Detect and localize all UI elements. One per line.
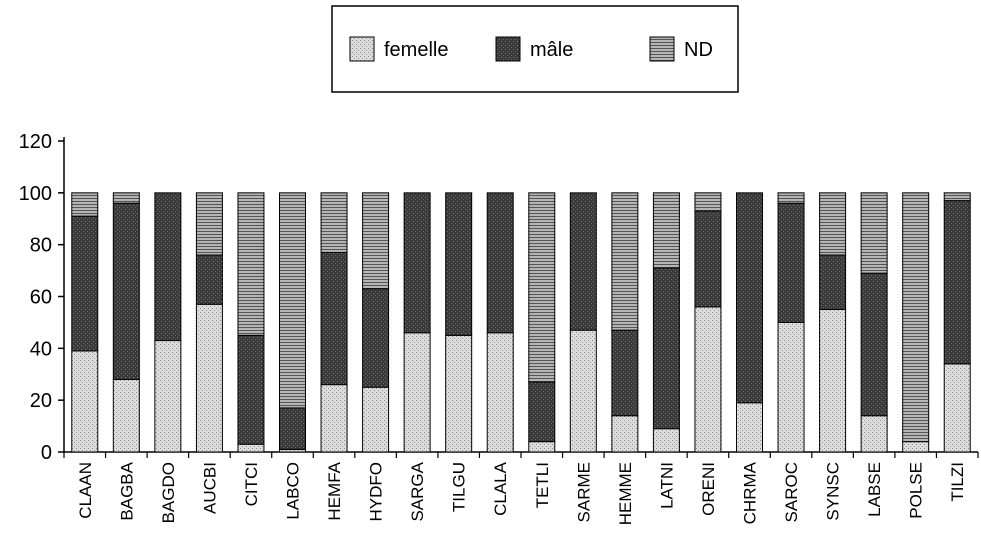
bar-segment-ND-SAROC [777, 192, 805, 204]
y-tick-label: 40 [30, 338, 52, 360]
bar-segment-femelle-TETLI [528, 441, 556, 453]
y-tick-label: 80 [30, 235, 52, 257]
bar-segment-ND-BAGBA [112, 192, 140, 204]
bar-segment-mâle-CLALA [486, 192, 514, 334]
bar-segment-femelle-TILZI [943, 363, 971, 453]
bar-segment-mâle-ORENI [694, 210, 722, 308]
x-tick-label-POLSE: POLSE [907, 462, 926, 519]
bar-segment-ND-AUCBI [195, 192, 223, 256]
bar-segment-mâle-BAGDO [154, 192, 182, 342]
bar-segment-ND-LATNI [652, 192, 680, 269]
legend-swatch-male [495, 36, 521, 62]
legend-label-male: mâle [530, 39, 573, 61]
bar-segment-femelle-SYNSC [819, 308, 847, 453]
bar-segment-mâle-HEMFA [320, 251, 348, 386]
legend-label-nd: ND [684, 39, 713, 61]
bar-segment-mâle-BAGBA [112, 202, 140, 380]
bar-segment-ND-POLSE [902, 192, 930, 443]
x-tick-label-LATNI: LATNI [657, 462, 676, 509]
bar-segment-femelle-HYDFO [362, 386, 390, 453]
x-tick-label-HYDFO: HYDFO [367, 462, 386, 522]
bar-segment-femelle-TILGU [445, 334, 473, 453]
x-tick-label-HEMFA: HEMFA [325, 461, 344, 520]
legend-swatch-nd [649, 36, 675, 62]
bar-segment-mâle-SAROC [777, 202, 805, 323]
bar-segment-mâle-TETLI [528, 381, 556, 443]
bar-segment-femelle-CITCI [237, 443, 265, 453]
x-tick-label-BAGBA: BAGBA [117, 461, 136, 520]
bar-segment-ND-LABSE [860, 192, 888, 274]
bar-segment-femelle-SARME [569, 329, 597, 453]
bar-segment-mâle-LABSE [860, 272, 888, 417]
x-tick-label-TILGU: TILGU [450, 462, 469, 512]
bar-segment-femelle-LATNI [652, 428, 680, 453]
bar-segment-mâle-HYDFO [362, 288, 390, 388]
x-axis-labels: CLAAN BAGBA BAGDO AUCBI CITCI LABCO HEMFA HYDFO… [76, 461, 967, 525]
bar-segment-mâle-TILZI [943, 200, 971, 365]
bar-segment-femelle-SAROC [777, 321, 805, 453]
x-tick-label-ORENI: ORENI [699, 462, 718, 516]
bar-segment-mâle-LATNI [652, 267, 680, 430]
legend-label-femelle: femelle [384, 39, 448, 61]
x-tick-label-TILZI: TILZI [948, 462, 967, 502]
bar-segment-mâle-TILGU [445, 192, 473, 336]
bar-segment-ND-ORENI [694, 192, 722, 212]
bar-segment-femelle-BAGBA [112, 378, 140, 453]
bar-segment-femelle-ORENI [694, 306, 722, 453]
bar-segment-femelle-CHRMA [736, 402, 763, 453]
bar-segment-ND-TETLI [528, 192, 556, 383]
bar-segment-ND-TILZI [943, 192, 971, 202]
bar-segment-ND-HEMME [611, 192, 639, 331]
bar-segment-femelle-CLALA [486, 332, 514, 453]
bar-segment-femelle-AUCBI [195, 303, 223, 453]
bar-segment-mâle-SARME [569, 192, 597, 331]
y-tick-label: 100 [19, 183, 52, 205]
bar-segment-mâle-CITCI [237, 334, 265, 445]
x-tick-label-CLALA: CLALA [491, 461, 510, 516]
x-tick-label-CLAAN: CLAAN [76, 462, 95, 519]
bar-segment-ND-HEMFA [320, 192, 348, 253]
bar-segment-mâle-LABCO [279, 407, 306, 450]
bars [71, 192, 971, 453]
y-tick-label: 60 [30, 287, 52, 309]
bar-segment-ND-HYDFO [362, 192, 390, 290]
legend: femelle mâle ND [331, 5, 739, 93]
bar-segment-femelle-POLSE [902, 441, 930, 453]
y-tick-label: 120 [19, 131, 52, 153]
x-tick-label-LABSE: LABSE [865, 462, 884, 517]
bar-segment-femelle-SARGA [403, 332, 431, 453]
x-tick-label-CITCI: CITCI [242, 462, 261, 506]
x-tick-label-CHRMA: CHRMA [741, 461, 760, 524]
bar-segment-ND-SYNSC [819, 192, 847, 256]
x-tick-label-TETLI: TETLI [533, 462, 552, 508]
x-tick-label-SARME: SARME [574, 462, 593, 522]
bar-segment-femelle-HEMFA [320, 384, 348, 453]
x-tick-label-SYNSC: SYNSC [824, 462, 843, 521]
bar-segment-mâle-SARGA [403, 192, 431, 334]
x-tick-label-HEMME: HEMME [616, 462, 635, 525]
bar-segment-mâle-AUCBI [195, 254, 223, 305]
bar-segment-mâle-CHRMA [736, 192, 763, 404]
bar-segment-mâle-SYNSC [819, 254, 847, 310]
y-tick-label: 0 [41, 442, 52, 464]
x-tick-label-SAROC: SAROC [782, 462, 801, 522]
bar-segment-ND-LABCO [279, 192, 306, 409]
bar-segment-ND-CLAAN [71, 192, 99, 217]
x-tick-label-AUCBI: AUCBI [200, 462, 219, 514]
bar-segment-femelle-CLAAN [71, 350, 99, 453]
x-tick-label-LABCO: LABCO [284, 462, 303, 520]
x-tick-label-BAGDO: BAGDO [159, 462, 178, 523]
x-tick-label-SARGA: SARGA [408, 461, 427, 521]
bar-segment-ND-CITCI [237, 192, 265, 336]
bar-segment-mâle-HEMME [611, 329, 639, 417]
bar-segment-femelle-LABSE [860, 415, 888, 453]
bar-segment-femelle-HEMME [611, 415, 639, 453]
bar-segment-mâle-CLAAN [71, 215, 99, 352]
bar-segment-femelle-BAGDO [154, 340, 182, 453]
y-tick-label: 20 [30, 390, 52, 412]
legend-swatch-femelle [349, 36, 375, 62]
